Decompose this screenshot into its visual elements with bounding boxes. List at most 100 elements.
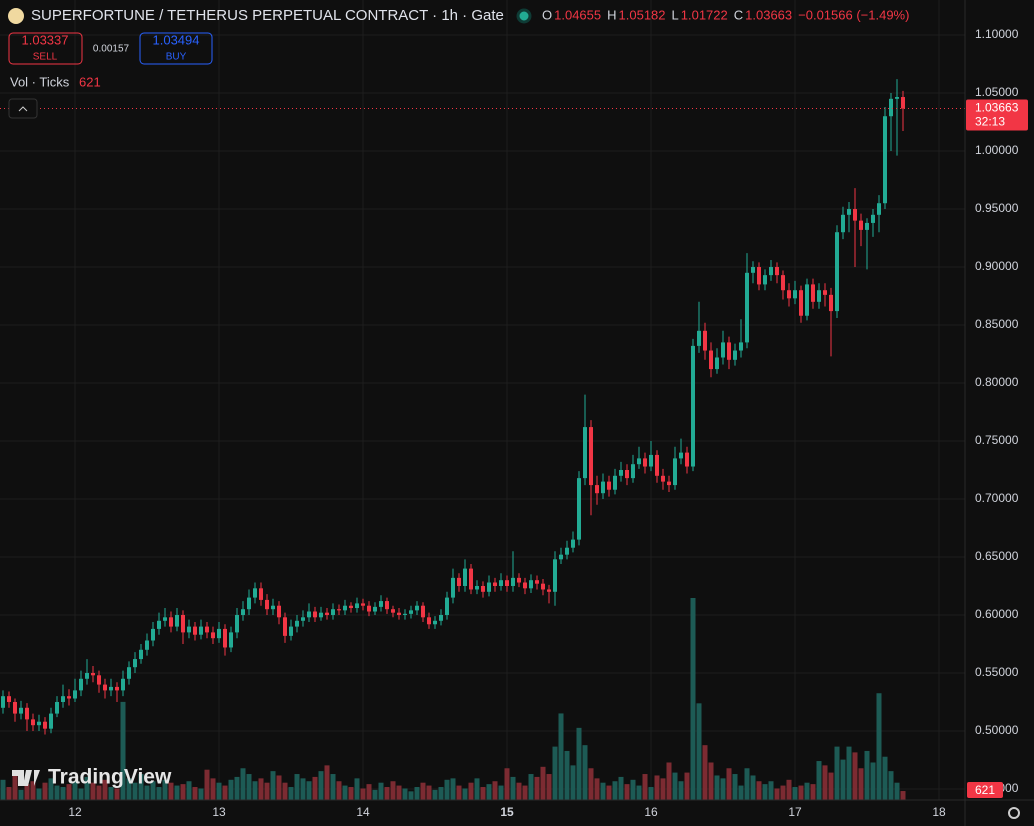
candle-body <box>823 290 827 295</box>
volume-bar <box>450 778 456 800</box>
volume-bar <box>492 781 498 800</box>
volume-bar <box>582 745 588 800</box>
settings-icon[interactable] <box>1008 807 1020 819</box>
legend-item: L <box>672 7 679 22</box>
volume-bar <box>768 781 774 800</box>
candle-body <box>85 672 89 679</box>
candle-body <box>283 617 287 636</box>
volume-bar <box>264 782 270 800</box>
candle-body <box>859 220 863 230</box>
candle-body <box>439 614 443 621</box>
candle-body <box>7 696 11 702</box>
volume-bar <box>510 776 516 800</box>
candle-body <box>685 452 689 467</box>
title: SUPERFORTUNE / TETHERUS PERPETUAL CONTRA… <box>31 7 504 24</box>
candle-body <box>397 612 401 615</box>
volume-bar <box>774 788 780 800</box>
candle-body <box>799 290 803 316</box>
candle-body <box>559 554 563 560</box>
volume-bar <box>402 788 408 800</box>
y-tick-label: 0.60000 <box>975 607 1019 621</box>
candle-body <box>259 588 263 600</box>
volume-bar <box>276 775 282 800</box>
candle-body <box>469 568 473 590</box>
candle-body <box>625 470 629 479</box>
candle-body <box>379 601 383 607</box>
candle-body <box>367 605 371 612</box>
candle-body <box>643 458 647 467</box>
candle-body <box>241 609 245 615</box>
candle-body <box>589 427 593 486</box>
candle-body <box>571 539 575 548</box>
volume-bar <box>654 775 660 800</box>
volume-bar <box>396 785 402 800</box>
volume-bar <box>390 781 396 800</box>
candle-body <box>25 707 29 720</box>
volume-bar <box>606 785 612 800</box>
volume-bar <box>372 789 378 800</box>
volume-label: 621 <box>975 783 995 797</box>
candle-body <box>103 684 107 691</box>
volume-bar <box>204 769 210 800</box>
volume-bar <box>192 787 198 800</box>
candle-body <box>217 628 221 639</box>
volume-bar <box>336 781 342 800</box>
candle-body <box>745 272 749 343</box>
volume-bar <box>732 774 738 800</box>
volume-bar <box>414 787 420 800</box>
candle-body <box>517 577 521 583</box>
legend-item: 1.01722 <box>681 7 728 22</box>
volume-bar <box>228 779 234 800</box>
candle-body <box>127 667 131 679</box>
candle-body <box>811 284 815 302</box>
candle-body <box>595 485 599 494</box>
indicator-value: 621 <box>79 74 101 89</box>
volume-bar <box>378 782 384 800</box>
candle-body <box>613 475 617 490</box>
volume-bar <box>420 782 426 800</box>
volume-bar <box>528 774 534 800</box>
buy-button[interactable] <box>139 32 213 65</box>
candle-body <box>409 610 413 614</box>
spread: 0.00157 <box>93 44 130 55</box>
candle-body <box>295 620 299 627</box>
volume-bar <box>822 765 828 800</box>
candle-body <box>817 290 821 302</box>
candle-body <box>787 290 791 299</box>
y-tick-label: 0.70000 <box>975 491 1019 505</box>
candle-body <box>67 696 71 699</box>
candle-body <box>289 626 293 636</box>
volume-bar <box>870 762 876 800</box>
sell-button[interactable] <box>8 32 83 65</box>
legend-item: C <box>734 7 743 22</box>
volume-bar <box>648 787 654 800</box>
candle-body <box>151 628 155 641</box>
candle-body <box>769 267 773 276</box>
collapse-button[interactable] <box>8 98 38 119</box>
volume-bar <box>282 782 288 800</box>
candle-body <box>1 696 5 708</box>
candle-body <box>115 686 119 691</box>
candle-body <box>253 588 257 598</box>
volume-bar <box>126 778 132 800</box>
volume-bar <box>384 787 390 800</box>
volume-bar <box>312 776 318 800</box>
candle-body <box>757 267 761 285</box>
volume-bar <box>738 785 744 800</box>
volume-bar <box>444 779 450 800</box>
volume-bar <box>180 784 186 800</box>
volume-bar <box>486 784 492 800</box>
volume-bar <box>702 745 708 800</box>
volume-bar <box>894 782 900 800</box>
indicator-label: Vol · Ticks <box>10 74 70 89</box>
price-label-box <box>966 99 1028 131</box>
candle-body <box>487 582 491 592</box>
candle-body <box>895 97 899 99</box>
legend-item: −0.01566 (−1.49%) <box>798 7 909 22</box>
candle-body <box>901 97 905 109</box>
volume-bar <box>216 782 222 800</box>
volume-bar <box>348 787 354 800</box>
volume-bar <box>138 774 144 800</box>
